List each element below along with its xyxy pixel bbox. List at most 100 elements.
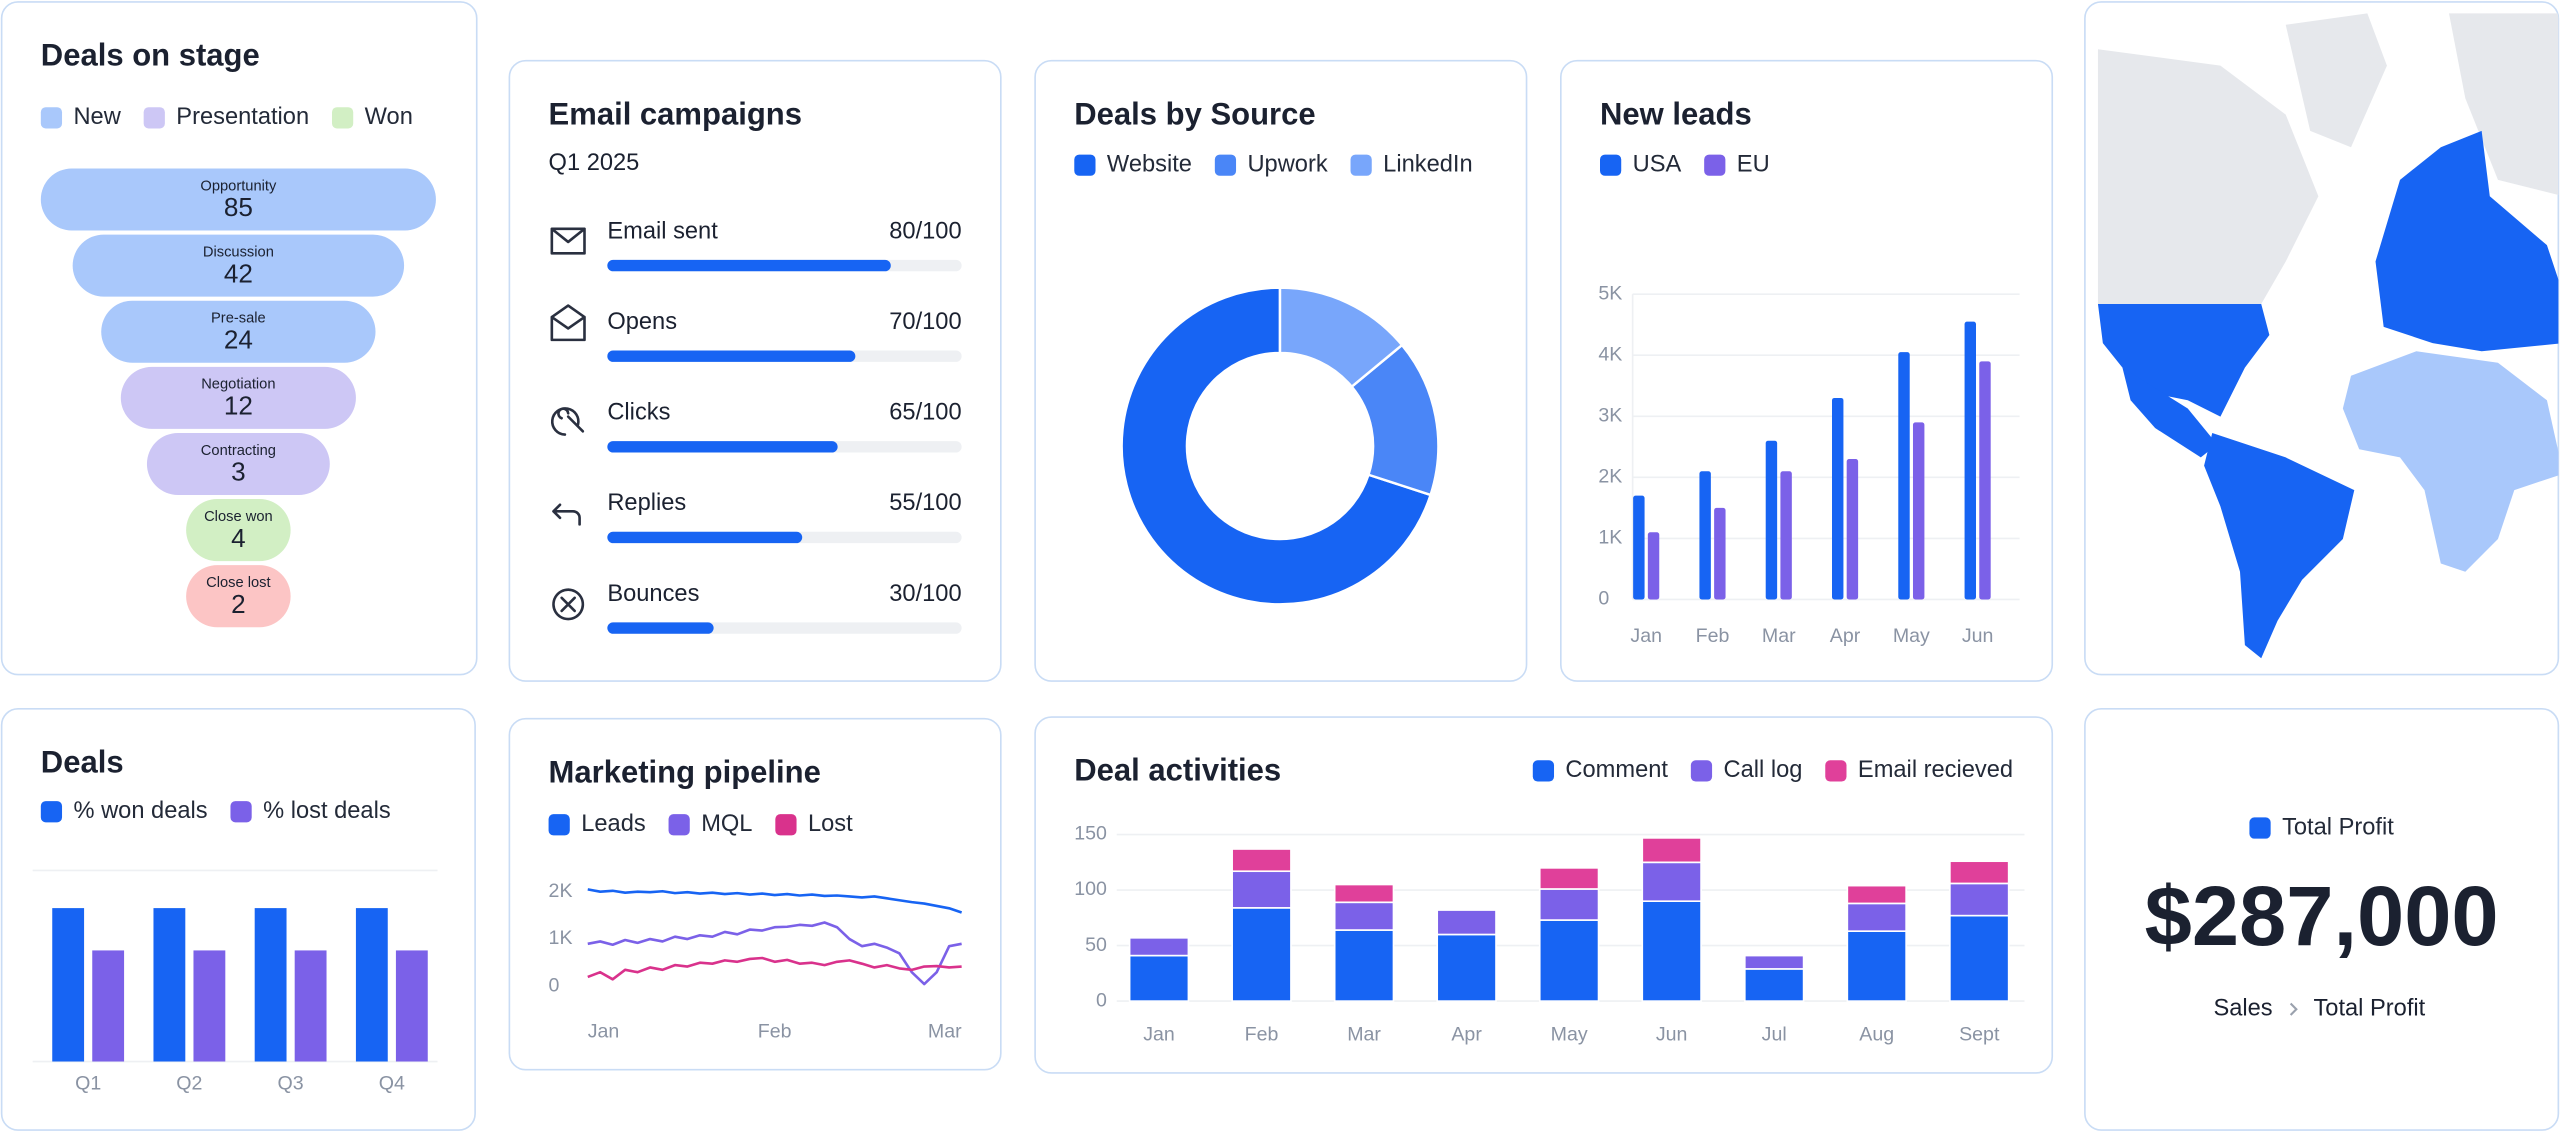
- row-value: 70: [889, 309, 915, 335]
- country: [2204, 432, 2355, 659]
- country: [2097, 49, 2319, 304]
- card-title: Deals by Source: [1074, 96, 1315, 131]
- x-tick-label: Jan: [1630, 625, 1662, 647]
- bar: [1964, 321, 1977, 600]
- bar-segment: [1846, 884, 1907, 905]
- x-tick-label: Q3: [278, 1073, 304, 1095]
- row-value: 55: [889, 490, 915, 516]
- x-tick-label: Jul: [1762, 1024, 1787, 1046]
- funnel-stage: [120, 366, 356, 429]
- x-tick-label: May: [1551, 1024, 1588, 1046]
- legend-swatch: [1532, 760, 1555, 782]
- bar-segment: [1743, 954, 1805, 970]
- bar: [1846, 459, 1859, 600]
- world-map: [2097, 13, 2559, 659]
- x-tick-label: Apr: [1830, 625, 1861, 647]
- legend-swatch: [40, 801, 63, 823]
- line-series: [587, 888, 963, 914]
- bar-segment: [1128, 954, 1190, 1002]
- row-icon: [552, 503, 581, 526]
- y-tick-label: 0: [549, 975, 560, 997]
- card-title: Deals: [41, 745, 124, 780]
- row-label: Replies: [607, 490, 686, 516]
- bar: [1898, 352, 1910, 600]
- row-label: Email sent: [607, 218, 718, 244]
- legend-label: % lost deals: [263, 798, 391, 824]
- stage-label: Opportunity: [200, 178, 277, 194]
- card-title: New leads: [1600, 96, 1752, 131]
- funnel-stage: [40, 168, 436, 231]
- legend-swatch: [1690, 760, 1713, 782]
- x-tick-label: Feb: [1696, 625, 1730, 647]
- x-tick-label: Jan: [1143, 1024, 1175, 1046]
- card-title: Deals on stage: [41, 38, 260, 73]
- legend-label: USA: [1633, 151, 1682, 177]
- y-tick-label: 0: [1598, 588, 1609, 610]
- x-tick-label: Feb: [758, 1020, 792, 1042]
- x-tick-label: Aug: [1859, 1024, 1894, 1046]
- x-tick-label: Q4: [379, 1073, 405, 1095]
- country: [2285, 13, 2387, 148]
- bar-segment: [1538, 867, 1600, 890]
- legend-label: Upwork: [1247, 151, 1327, 177]
- y-tick-label: 3K: [1598, 404, 1622, 426]
- legend-swatch: [1825, 760, 1847, 782]
- y-tick-label: 1K: [1598, 527, 1622, 549]
- funnel-stage: [186, 565, 291, 628]
- legend-label: Total Profit: [2282, 814, 2394, 840]
- legend-swatch: [1074, 154, 1096, 176]
- bar: [1912, 422, 1925, 600]
- bar-segment: [1641, 900, 1702, 1002]
- row-label: Opens: [607, 309, 677, 335]
- legend-swatch: [1214, 154, 1237, 176]
- stage-label: Pre-sale: [211, 311, 266, 327]
- legend-swatch: [775, 814, 797, 836]
- legend-label: Email recieved: [1858, 757, 2013, 783]
- line-series: [587, 921, 962, 986]
- y-tick-label: 0: [1096, 989, 1107, 1011]
- legend-label: Call log: [1724, 757, 1803, 783]
- funnel-stage: [186, 499, 291, 562]
- progress-bar: [607, 350, 856, 362]
- row-icon: [550, 407, 585, 436]
- legend-label: EU: [1737, 151, 1770, 177]
- bar: [1765, 440, 1778, 600]
- y-tick-label: 150: [1074, 823, 1107, 845]
- x-tick-label: Q2: [176, 1073, 202, 1095]
- stage-value: 42: [224, 258, 253, 288]
- progress-bar: [607, 259, 891, 272]
- funnel-stage: [101, 300, 376, 363]
- bar: [1647, 532, 1660, 600]
- bar: [1699, 471, 1711, 600]
- bar-segment: [1641, 861, 1702, 902]
- funnel-stage: [72, 234, 405, 297]
- row-label: Bounces: [607, 581, 699, 607]
- bar: [1979, 361, 1991, 600]
- bar-segment: [1231, 848, 1292, 873]
- stage-value: 24: [224, 324, 253, 354]
- stage-value: 4: [231, 523, 246, 553]
- row-icon: [550, 304, 586, 342]
- legend: Comment Call log Email recieved: [1532, 757, 2013, 783]
- stage-value: 3: [231, 457, 246, 487]
- breadcrumb-item: Total Profit: [2313, 996, 2425, 1022]
- legend-label: Presentation: [176, 104, 309, 130]
- x-tick-label: Mar: [1347, 1024, 1381, 1046]
- progress-bar: [607, 622, 714, 634]
- legend: Total Profit: [2249, 814, 2394, 840]
- y-tick-label: 2K: [549, 880, 573, 902]
- legend-swatch: [230, 801, 252, 823]
- bar-segment: [1436, 909, 1497, 936]
- bar-segment: [1949, 882, 2010, 917]
- x-tick-label: Jun: [1656, 1024, 1688, 1046]
- bar-segment: [1846, 902, 1907, 932]
- y-tick-label: 1K: [549, 927, 573, 949]
- country: [2375, 130, 2559, 352]
- country: [2097, 303, 2270, 417]
- bar: [254, 908, 287, 1062]
- card-subtitle: Q1 2025: [549, 150, 640, 176]
- stage-label: Close won: [204, 509, 273, 525]
- bar-segment: [1846, 930, 1907, 1002]
- card: [508, 59, 1002, 682]
